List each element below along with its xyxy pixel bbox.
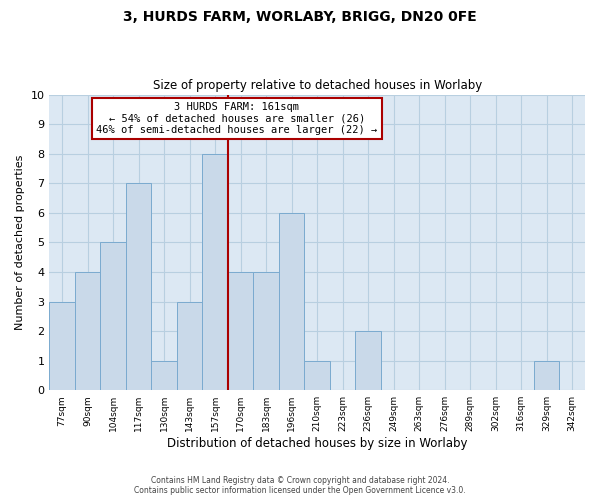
Bar <box>534 360 559 390</box>
Bar <box>49 302 75 390</box>
Title: Size of property relative to detached houses in Worlaby: Size of property relative to detached ho… <box>152 79 482 92</box>
Bar <box>177 302 202 390</box>
Bar <box>228 272 253 390</box>
Bar <box>279 213 304 390</box>
Bar <box>100 242 126 390</box>
Bar <box>75 272 100 390</box>
X-axis label: Distribution of detached houses by size in Worlaby: Distribution of detached houses by size … <box>167 437 467 450</box>
Bar <box>253 272 279 390</box>
Bar <box>126 184 151 390</box>
Bar <box>355 331 381 390</box>
Text: 3 HURDS FARM: 161sqm
← 54% of detached houses are smaller (26)
46% of semi-detac: 3 HURDS FARM: 161sqm ← 54% of detached h… <box>96 102 377 135</box>
Bar <box>304 360 330 390</box>
Bar <box>151 360 177 390</box>
Text: Contains HM Land Registry data © Crown copyright and database right 2024.
Contai: Contains HM Land Registry data © Crown c… <box>134 476 466 495</box>
Text: 3, HURDS FARM, WORLABY, BRIGG, DN20 0FE: 3, HURDS FARM, WORLABY, BRIGG, DN20 0FE <box>123 10 477 24</box>
Y-axis label: Number of detached properties: Number of detached properties <box>15 154 25 330</box>
Bar <box>202 154 228 390</box>
